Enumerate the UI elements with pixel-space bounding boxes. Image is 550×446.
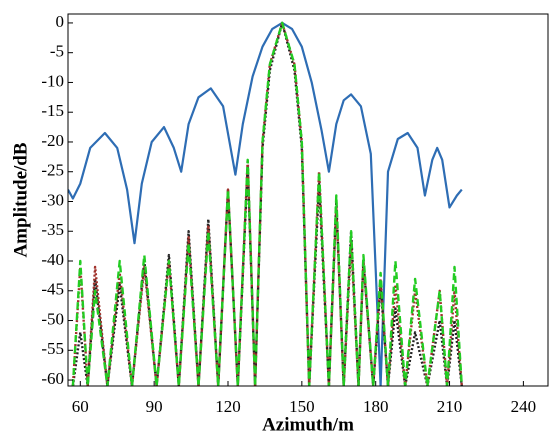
plot-area	[68, 21, 463, 386]
x-axis-label: Azimuth/m	[262, 414, 354, 435]
x-tick-label: 150	[289, 397, 315, 416]
series-line	[71, 21, 463, 386]
y-tick-label: -20	[41, 131, 64, 150]
y-tick-label: 0	[56, 12, 65, 31]
x-tick-label: 180	[363, 397, 389, 416]
series-line	[71, 21, 463, 386]
y-tick-label: -5	[50, 42, 64, 61]
x-tick-label: 90	[146, 397, 163, 416]
y-tick-label: -10	[41, 71, 64, 90]
y-axis-label: Amplitude/dB	[10, 142, 31, 257]
x-tick-label: 120	[215, 397, 241, 416]
y-tick-label: -25	[41, 161, 64, 180]
y-tick-label: -45	[41, 280, 64, 299]
x-tick-label: 210	[437, 397, 463, 416]
plot-frame	[67, 13, 549, 387]
y-tick-label: -30	[41, 190, 64, 209]
x-tick-label: 60	[72, 397, 89, 416]
y-tick-label: -60	[41, 369, 64, 388]
x-tick-label: 240	[511, 397, 537, 416]
y-tick-label: -35	[41, 220, 64, 239]
y-tick-label: -15	[41, 101, 64, 120]
series-line	[71, 21, 463, 386]
y-tick-label: -55	[41, 339, 64, 358]
y-tick-label: -40	[41, 250, 64, 269]
y-tick-label: -50	[41, 309, 64, 328]
